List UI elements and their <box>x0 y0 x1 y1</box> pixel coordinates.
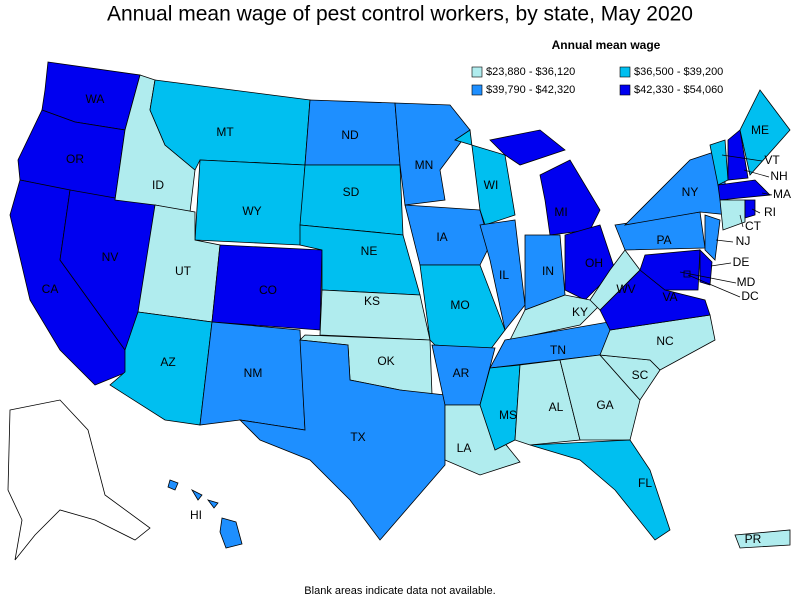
state-label: UT <box>175 264 192 278</box>
leader-line <box>679 271 737 284</box>
state <box>589 249 641 311</box>
state-label: MT <box>216 125 234 139</box>
leader-line <box>687 274 741 298</box>
state-label: KS <box>364 294 380 308</box>
legend-label: $42,330 - $54,060 <box>634 84 723 96</box>
state-label: ND <box>341 128 359 142</box>
state <box>394 102 471 206</box>
state <box>404 204 491 266</box>
state-label: SC <box>632 368 649 382</box>
state-label: NY <box>682 185 699 199</box>
state-label: DC <box>741 289 759 303</box>
state <box>559 354 641 441</box>
leader-line <box>739 214 744 228</box>
state-label: FL <box>638 476 652 490</box>
state-label: MN <box>415 158 434 172</box>
state-label: CA <box>42 282 59 296</box>
state-label: NC <box>656 334 674 348</box>
state <box>194 159 306 246</box>
legend-swatch <box>619 66 631 78</box>
state <box>238 339 446 541</box>
state <box>167 479 243 549</box>
leader-line <box>761 192 773 196</box>
leader-line <box>715 239 734 243</box>
state-label: MI <box>554 205 567 219</box>
state-label: AZ <box>160 355 175 369</box>
state-label: RI <box>764 205 776 219</box>
state-label: MA <box>773 187 791 201</box>
state-label: MS <box>499 408 517 422</box>
leader-line <box>751 208 761 214</box>
state-label: IL <box>499 268 509 282</box>
state-label: ME <box>751 123 769 137</box>
state-label: OR <box>66 152 84 166</box>
state-label: GA <box>596 398 613 412</box>
legend-swatch <box>471 84 483 96</box>
state-label: KY <box>572 305 588 319</box>
state <box>514 359 581 446</box>
legend-swatch <box>619 84 631 96</box>
state <box>299 164 404 236</box>
state <box>734 529 791 549</box>
state-label: MD <box>737 275 756 289</box>
state <box>717 179 771 201</box>
state-label: TX <box>350 430 365 444</box>
state <box>727 129 749 181</box>
state <box>479 364 521 451</box>
state <box>719 199 746 231</box>
state-label: NM <box>244 366 263 380</box>
state-label: NE <box>361 244 378 258</box>
state-label: PR <box>745 532 762 546</box>
state-label: NV <box>102 250 119 264</box>
state <box>704 214 721 261</box>
legend-label: $36,500 - $39,200 <box>634 66 723 78</box>
state-label: NJ <box>736 234 751 248</box>
state-label: AR <box>453 366 470 380</box>
state-label: WV <box>616 282 635 296</box>
state-label: WA <box>86 92 105 106</box>
state <box>479 219 526 331</box>
state-label: VA <box>662 290 677 304</box>
leader-line <box>743 169 770 178</box>
state-label: IN <box>542 264 554 278</box>
state-label: WI <box>484 178 499 192</box>
state-label: LA <box>457 441 472 455</box>
leader-line <box>721 154 763 162</box>
state-label: WY <box>242 204 261 218</box>
state-label: TN <box>550 343 566 357</box>
footnote: Blank areas indicate data not available. <box>304 585 495 597</box>
state-label: DE <box>733 255 750 269</box>
state <box>529 439 671 541</box>
state-label: NH <box>770 169 787 183</box>
alaska <box>7 399 151 561</box>
legend-swatch <box>471 66 483 78</box>
state-label: OK <box>377 354 394 368</box>
state <box>739 89 791 176</box>
state-label: PA <box>656 233 671 247</box>
state <box>639 249 701 291</box>
state-label: CT <box>745 219 762 233</box>
state <box>623 149 731 226</box>
state <box>744 199 756 219</box>
legend-label: $23,880 - $36,120 <box>486 66 575 78</box>
legend-title: Annual mean wage <box>552 38 661 52</box>
state-label: CO <box>259 283 277 297</box>
state-label: HI <box>190 508 202 522</box>
state-label: SD <box>343 185 360 199</box>
title: Annual mean wage of pest control workers… <box>107 3 693 26</box>
legend-label: $39,790 - $42,320 <box>486 84 575 96</box>
state-label: ID <box>152 178 164 192</box>
state-label: VT <box>764 153 780 167</box>
state-label: MO <box>450 298 469 312</box>
leader-line <box>710 262 732 267</box>
state-label: OH <box>585 256 603 270</box>
state-label: AL <box>549 400 564 414</box>
state-label: IA <box>436 230 447 244</box>
